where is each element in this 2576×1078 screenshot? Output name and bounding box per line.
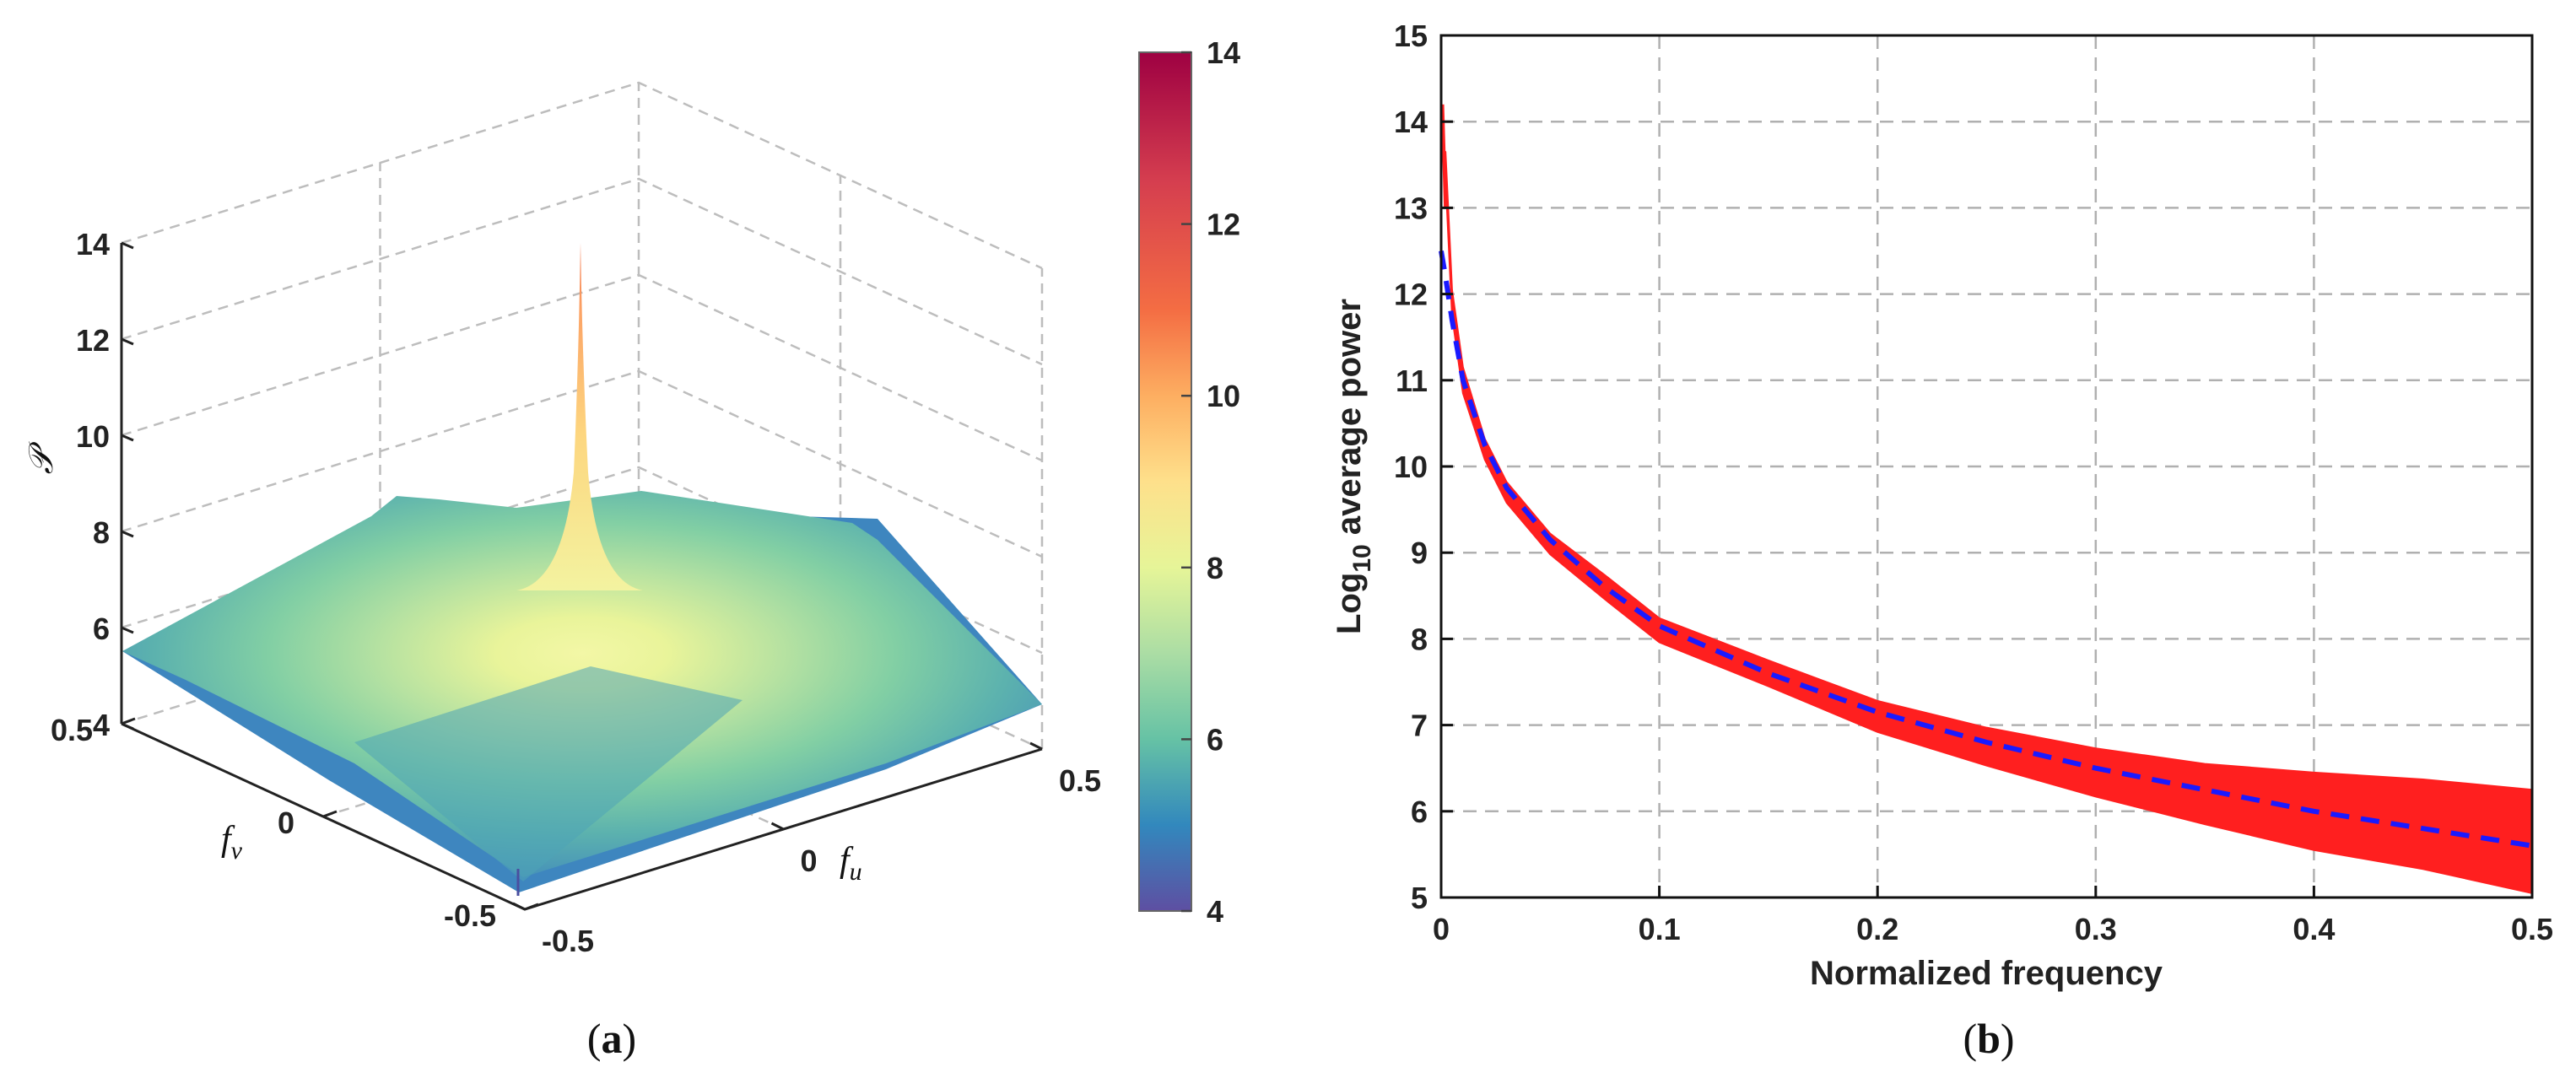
fv-tick-mark (322, 810, 338, 818)
z-tick-mark (121, 337, 134, 346)
panel-a-surface-plot: 4 6 8 10 12 14 -0.5 0 0.5 -0.5 0 0.5 𝒫 fv fu 4 6 8 10 1… (22, 35, 1240, 1062)
fv-tick-label: -0.5 (444, 898, 496, 933)
z-axis-label: 𝒫 (22, 440, 60, 474)
caption-a: (a) (587, 1015, 636, 1062)
z-gridline (121, 177, 1043, 366)
fv-axis-label: fv (221, 820, 243, 865)
fu-tick-label: 0.5 (1059, 763, 1101, 798)
fu-tick-mark (770, 822, 785, 831)
caption-b: (b) (1963, 1015, 2014, 1062)
colorbar-tick-label: 12 (1207, 208, 1240, 242)
panel-b-ticks: 0 0.1 0.2 0.3 0.4 0.5 5 6 7 8 9 10 11 12 13 14 15 (1394, 19, 2553, 946)
z-tick-label: 12 (76, 323, 110, 358)
y-tick-label: 12 (1394, 278, 1428, 312)
colorbar-tick-label: 6 (1207, 722, 1223, 757)
x-tick-label: 0.5 (2511, 912, 2553, 946)
x-tick-label: 0.2 (1856, 912, 1898, 946)
fu-tick-mark (1029, 741, 1043, 751)
y-tick-label: 7 (1411, 709, 1428, 743)
y-tick-label: 13 (1394, 191, 1428, 225)
colorbar-ticks: 4 6 8 10 12 14 (1181, 35, 1240, 929)
y-tick-label: 10 (1394, 450, 1428, 484)
z-tick-mark (121, 434, 134, 442)
panel-a-surface (122, 243, 1042, 896)
y-tick-label: 5 (1411, 881, 1428, 915)
z-gridline (121, 466, 1043, 655)
y-tick-label: 9 (1411, 536, 1428, 570)
fv-tick-label: 0 (278, 806, 294, 840)
z-gridline (121, 81, 1043, 270)
y-tick-label: 14 (1394, 105, 1428, 139)
surface-peak (516, 243, 643, 590)
z-tick-label: 4 (93, 708, 110, 742)
y-tick-label: 8 (1411, 622, 1428, 656)
colorbar-tick-label: 14 (1207, 35, 1240, 70)
z-tick-mark (121, 241, 134, 250)
colorbar (1138, 51, 1192, 912)
fu-tick-mark (512, 902, 526, 911)
z-tick-label: 10 (76, 419, 110, 454)
fu-axis-label: fu (840, 841, 862, 886)
fv-tick-mark (121, 717, 136, 725)
z-tick-label: 6 (93, 612, 110, 646)
panel-b-line-plot: 0 0.1 0.2 0.3 0.4 0.5 5 6 7 8 9 10 11 12 13 14 15 Normal… (1331, 19, 2553, 1062)
fv-tick-mark (524, 903, 539, 911)
z-tick-label: 8 (93, 515, 110, 550)
surface-near-lobe (354, 666, 743, 881)
fu-tick-label: 0 (801, 844, 818, 878)
colorbar-tick-label: 4 (1207, 894, 1223, 929)
fv-tick-label: 0.5 (51, 713, 93, 747)
fu-tick-label: -0.5 (542, 924, 594, 958)
y-tick-label: 11 (1396, 364, 1428, 398)
x-tick-label: 0.1 (1639, 912, 1681, 946)
panel-a-ticks: 4 6 8 10 12 14 -0.5 0 0.5 -0.5 0 0.5 (51, 227, 1101, 958)
x-axis-label: Normalized frequency (1810, 955, 2163, 992)
z-tick-label: 14 (76, 227, 110, 261)
z-tick-mark (121, 722, 134, 730)
x-tick-label: 0.4 (2292, 912, 2335, 946)
colorbar-tick-label: 10 (1207, 379, 1240, 413)
y-axis-label: Log10 average power (1331, 299, 1376, 634)
y-tick-label: 15 (1394, 19, 1428, 53)
z-tick-mark (121, 530, 134, 538)
x-tick-label: 0 (1433, 912, 1450, 946)
colorbar-tick-label: 8 (1207, 551, 1223, 585)
x-tick-label: 0.3 (2075, 912, 2117, 946)
y-tick-label: 6 (1411, 795, 1428, 829)
z-tick-mark (121, 626, 134, 634)
